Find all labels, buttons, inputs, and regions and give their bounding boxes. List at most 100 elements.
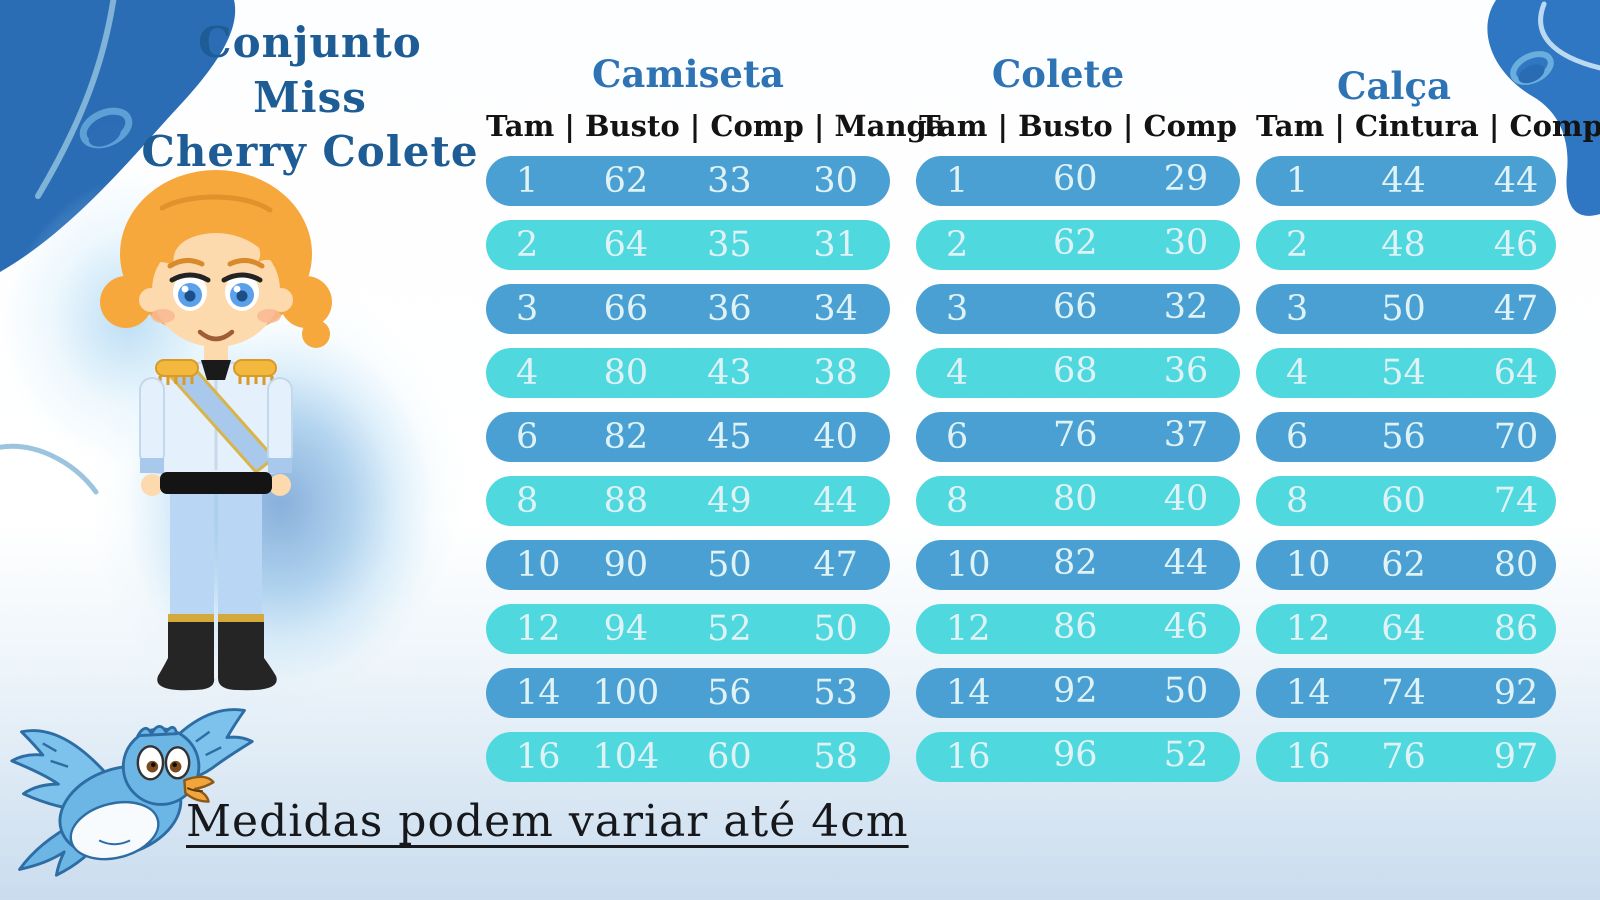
size-cell: 14 (516, 673, 561, 713)
table-colete: Colete Tam | Busto | Comp 1 60 29 2 62 30 3 66 3… (916, 52, 1240, 852)
size-cell: 50 (813, 609, 858, 649)
size-cell: 76 (1053, 415, 1098, 455)
column-header-camiseta: Tam | Busto | Comp | Manga (486, 109, 946, 143)
column-header-colete: Tam | Busto | Comp (919, 109, 1237, 143)
size-cell: 8 (946, 481, 969, 521)
size-cell: 34 (813, 289, 858, 329)
size-row: 3 50 47 (1256, 284, 1556, 334)
size-cell: 1 (946, 161, 969, 201)
size-cell: 92 (1053, 671, 1098, 711)
size-row: 4 54 64 (1256, 348, 1556, 398)
size-row: 8 80 40 (916, 476, 1240, 526)
size-row: 12 86 46 (916, 604, 1240, 654)
size-cell: 82 (603, 417, 649, 457)
size-cell: 64 (1381, 609, 1426, 649)
size-cell: 44 (1493, 161, 1539, 201)
size-cell: 53 (813, 673, 858, 713)
size-cell: 36 (1163, 351, 1209, 391)
size-cell: 40 (1163, 479, 1209, 519)
brand-title-line1: Conjunto Miss (198, 18, 422, 122)
size-cell: 30 (813, 161, 858, 201)
size-cell: 50 (1163, 671, 1209, 711)
size-row: 14 74 92 (1256, 668, 1556, 718)
size-cell: 46 (1493, 225, 1539, 265)
size-cell: 56 (707, 673, 752, 713)
size-cell: 64 (1493, 353, 1539, 393)
table-rows-colete: 1 60 29 2 62 30 3 66 32 4 68 36 6 76 37 8 80 40 10 82 44 12 86… (916, 156, 1240, 782)
size-row: 6 76 37 (916, 412, 1240, 462)
size-cell: 90 (603, 545, 649, 585)
size-cell: 32 (1163, 287, 1209, 327)
size-row: 4 68 36 (916, 348, 1240, 398)
table-camiseta: Camiseta Tam | Busto | Comp | Manga 1 62 3… (486, 52, 946, 852)
size-cell: 35 (707, 225, 752, 265)
size-cell: 104 (592, 737, 660, 777)
size-cell: 38 (813, 353, 858, 393)
size-cell: 37 (1163, 415, 1209, 455)
bluebird-illustration (10, 708, 254, 877)
size-cell: 66 (603, 289, 649, 329)
size-row: 1 62 33 30 (486, 156, 890, 206)
size-cell: 16 (516, 737, 561, 777)
size-cell: 58 (813, 737, 858, 777)
size-cell: 1 (516, 161, 539, 201)
size-cell: 74 (1493, 481, 1539, 521)
size-cell: 16 (1286, 737, 1331, 777)
size-cell: 1 (1286, 161, 1309, 201)
size-cell: 12 (946, 609, 991, 649)
size-cell: 6 (516, 417, 539, 457)
size-cell: 2 (1286, 225, 1309, 265)
size-cell: 76 (1381, 737, 1426, 777)
size-cell: 66 (1053, 287, 1098, 327)
size-cell: 40 (813, 417, 858, 457)
measurement-disclaimer: Medidas podem variar até 4cm (186, 796, 909, 847)
size-cell: 62 (603, 161, 649, 201)
size-row: 3 66 36 34 (486, 284, 890, 334)
size-cell: 52 (707, 609, 752, 649)
size-cell: 88 (603, 481, 649, 521)
size-cell: 56 (1381, 417, 1426, 457)
size-cell: 4 (1286, 353, 1309, 393)
size-cell: 33 (707, 161, 752, 201)
size-cell: 45 (707, 417, 752, 457)
size-cell: 2 (946, 225, 969, 265)
size-cell: 54 (1381, 353, 1426, 393)
size-cell: 80 (603, 353, 649, 393)
size-row: 16 104 60 58 (486, 732, 890, 782)
size-cell: 14 (946, 673, 991, 713)
column-header-calca: Tam | Cintura | Comp (1256, 109, 1600, 143)
size-cell: 49 (707, 481, 752, 521)
table-rows-camiseta: 1 62 33 30 2 64 35 31 3 66 36 34 4 80 43 38 6 82 45 40 8 88 49… (486, 156, 890, 782)
size-cell: 10 (946, 545, 991, 585)
size-row: 10 62 80 (1256, 540, 1556, 590)
size-cell: 96 (1053, 735, 1098, 775)
size-cell: 60 (707, 737, 752, 777)
size-row: 14 92 50 (916, 668, 1240, 718)
table-rows-calca: 1 44 44 2 48 46 3 50 47 4 54 64 6 56 70 8 60 74 10 62 80 12 64… (1256, 156, 1556, 782)
size-row: 8 88 49 44 (486, 476, 890, 526)
size-cell: 44 (813, 481, 858, 521)
size-row: 6 82 45 40 (486, 412, 890, 462)
size-cell: 50 (1381, 289, 1426, 329)
table-title-colete: Colete (991, 52, 1125, 96)
size-cell: 62 (1381, 545, 1426, 585)
size-cell: 80 (1053, 479, 1098, 519)
size-cell: 16 (946, 737, 991, 777)
size-cell: 86 (1493, 609, 1539, 649)
size-cell: 12 (516, 609, 561, 649)
size-cell: 60 (1053, 159, 1098, 199)
size-row: 12 64 86 (1256, 604, 1556, 654)
size-cell: 47 (813, 545, 858, 585)
size-cell: 8 (516, 481, 539, 521)
size-cell: 2 (516, 225, 539, 265)
size-cell: 3 (946, 289, 969, 329)
size-cell: 80 (1493, 545, 1539, 585)
size-cell: 10 (516, 545, 561, 585)
size-row: 1 60 29 (916, 156, 1240, 206)
size-cell: 62 (1053, 223, 1098, 263)
table-title-calca: Calça (1337, 64, 1451, 108)
size-cell: 100 (592, 673, 660, 713)
size-row: 1 44 44 (1256, 156, 1556, 206)
size-row: 3 66 32 (916, 284, 1240, 334)
